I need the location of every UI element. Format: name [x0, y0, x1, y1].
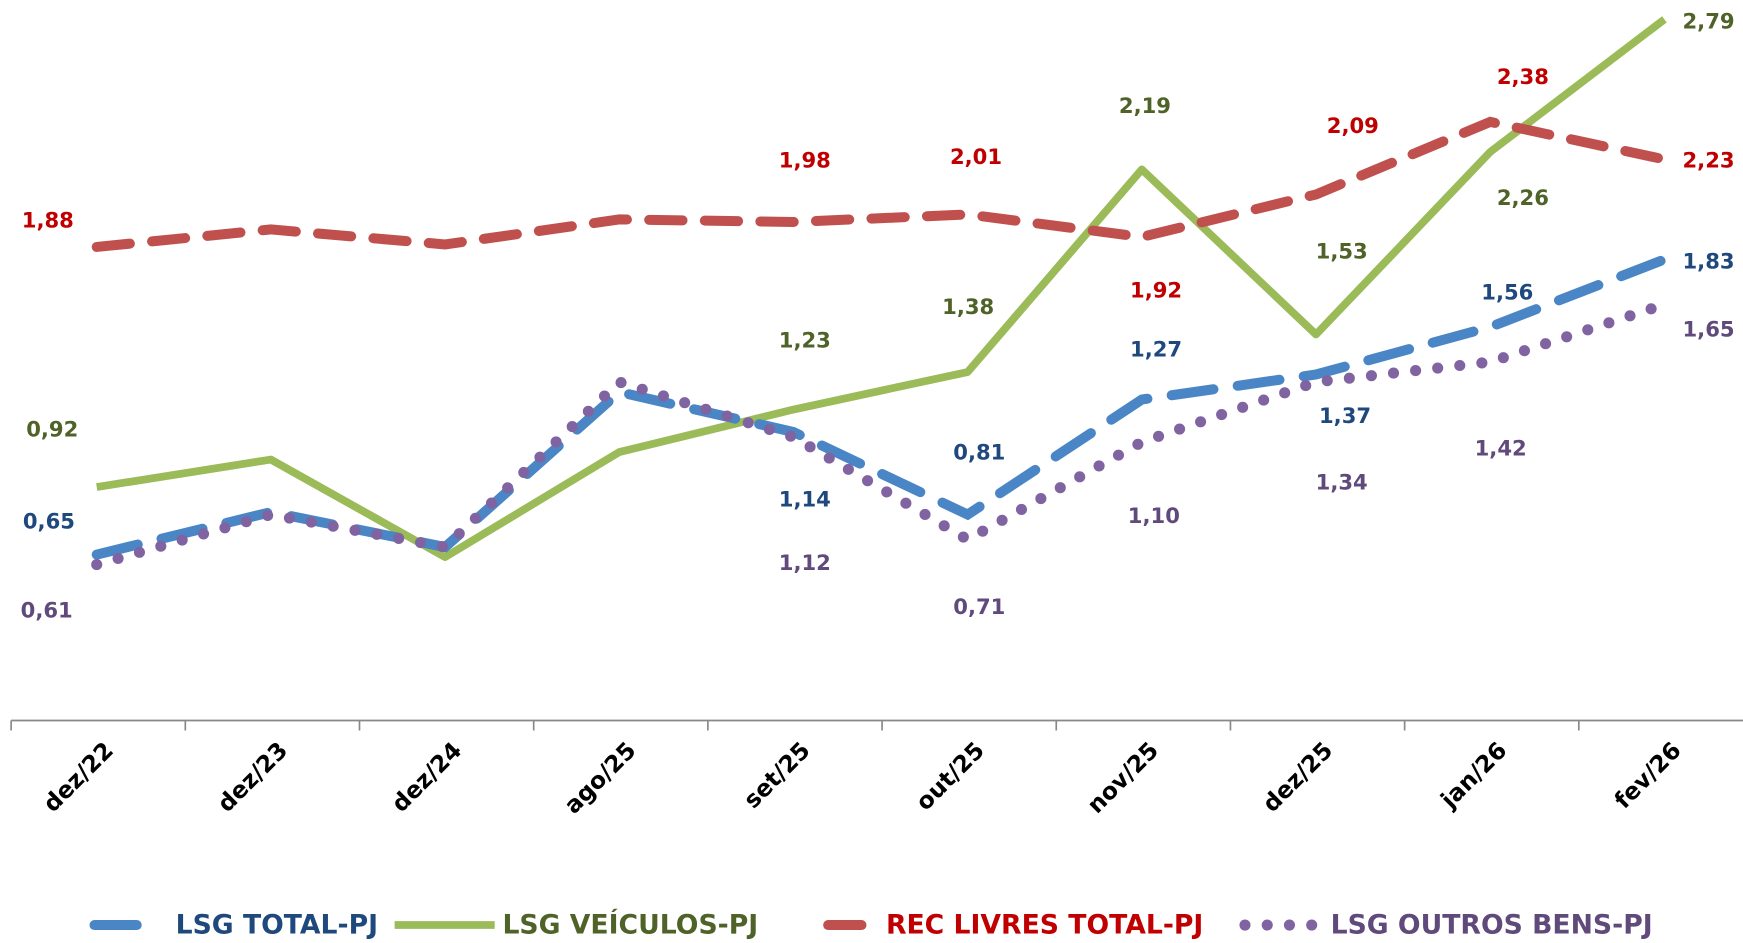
series-line [91, 116, 1670, 252]
data-label: 1,23 [779, 327, 831, 352]
legend-label: LSG OUTROS BENS-PJ [1331, 910, 1653, 941]
series-line [91, 298, 1670, 571]
data-label: 2,26 [1497, 185, 1549, 210]
data-label: 1,56 [1481, 280, 1533, 305]
x-tick-label: ago/25 [558, 736, 641, 819]
data-label: 0,65 [23, 509, 75, 534]
data-label: 1,83 [1682, 249, 1734, 274]
data-label: 1,92 [1130, 277, 1182, 302]
x-tick-label: dez/22 [38, 736, 119, 817]
data-label: 2,23 [1682, 147, 1734, 172]
data-label: 1,53 [1316, 239, 1368, 264]
series-line [96, 16, 1667, 561]
data-label: 1,42 [1475, 435, 1527, 460]
data-label: 0,71 [953, 594, 1005, 619]
x-tick-label: dez/24 [386, 736, 467, 817]
data-label: 0,61 [21, 598, 73, 623]
data-label: 1,10 [1128, 503, 1180, 528]
data-label: 1,27 [1130, 336, 1182, 361]
data-label: 1,34 [1316, 470, 1368, 495]
x-tick-label: fev/26 [1609, 736, 1687, 814]
data-label: 1,38 [942, 294, 994, 319]
data-label: 1,98 [779, 147, 831, 172]
x-tick-label: nov/25 [1081, 736, 1164, 819]
legend-label: REC LIVRES TOTAL-PJ [886, 910, 1203, 941]
series-line [91, 254, 1670, 560]
x-tick-label: jan/26 [1434, 736, 1512, 814]
data-label: 1,65 [1682, 316, 1734, 341]
data-label: 2,01 [950, 144, 1002, 169]
x-tick-label: dez/25 [1257, 736, 1338, 817]
data-label: 0,92 [26, 416, 78, 441]
data-label: 2,19 [1119, 93, 1171, 118]
data-label: 2,09 [1327, 113, 1379, 138]
x-tick-label: dez/23 [212, 736, 293, 817]
x-tick-label: set/25 [738, 736, 816, 814]
data-label: 1,37 [1319, 403, 1371, 428]
data-label: 0,81 [953, 440, 1005, 465]
data-label: 2,79 [1682, 8, 1734, 33]
data-label: 1,12 [779, 550, 831, 575]
legend-label: LSG TOTAL-PJ [176, 910, 378, 941]
data-label: 2,38 [1497, 64, 1549, 89]
legend-label: LSG VEÍCULOS-PJ [502, 909, 758, 941]
data-label: 1,88 [22, 207, 74, 232]
x-tick-label: out/25 [910, 736, 990, 816]
data-label: 1,14 [779, 486, 831, 511]
